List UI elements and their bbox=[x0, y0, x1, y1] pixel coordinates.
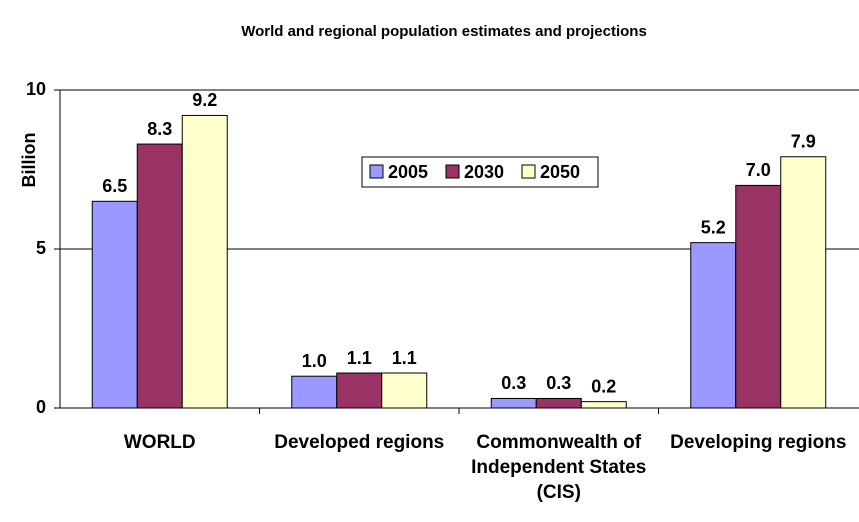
bar bbox=[780, 156, 827, 409]
bar bbox=[91, 200, 138, 409]
legend-swatch bbox=[369, 164, 384, 179]
value-label: 5.2 bbox=[701, 217, 726, 237]
y-tick-label: 0 bbox=[36, 397, 46, 417]
legend-label: 2050 bbox=[540, 162, 580, 182]
value-label: 1.0 bbox=[302, 351, 327, 371]
value-label: 8.3 bbox=[147, 119, 172, 139]
value-label: 0.2 bbox=[591, 376, 616, 396]
value-label: 7.9 bbox=[791, 132, 816, 152]
bar bbox=[136, 143, 183, 409]
bar bbox=[690, 242, 737, 409]
x-tick-label: Developing regions bbox=[670, 432, 847, 453]
bar bbox=[291, 375, 338, 409]
y-axis-label: Billion bbox=[19, 133, 39, 188]
bar bbox=[181, 114, 228, 409]
chart-title: World and regional population estimates … bbox=[241, 23, 647, 40]
y-tick-label: 10 bbox=[26, 79, 46, 99]
value-label: 6.5 bbox=[102, 176, 127, 196]
legend-swatch bbox=[445, 164, 460, 179]
y-tick-label: 5 bbox=[36, 238, 46, 258]
x-tick-label: Commonwealth of Independent States (CIS) bbox=[471, 432, 647, 503]
legend-label: 2030 bbox=[464, 162, 504, 182]
bar bbox=[735, 184, 782, 409]
bar bbox=[381, 372, 428, 409]
value-label: 0.3 bbox=[546, 373, 571, 393]
legend-label: 2005 bbox=[388, 162, 428, 182]
bar bbox=[336, 372, 383, 409]
bar bbox=[490, 397, 537, 409]
legend-swatch bbox=[521, 164, 536, 179]
value-label: 1.1 bbox=[347, 348, 372, 368]
legend-box bbox=[361, 156, 599, 188]
value-label: 0.3 bbox=[501, 373, 526, 393]
x-tick-label: Developed regions bbox=[274, 432, 445, 453]
value-label: 1.1 bbox=[392, 348, 417, 368]
value-label: 9.2 bbox=[192, 90, 217, 110]
value-label: 7.0 bbox=[746, 160, 771, 180]
bar bbox=[535, 397, 582, 409]
bar bbox=[580, 401, 627, 409]
x-tick-label: WORLD bbox=[123, 432, 196, 453]
